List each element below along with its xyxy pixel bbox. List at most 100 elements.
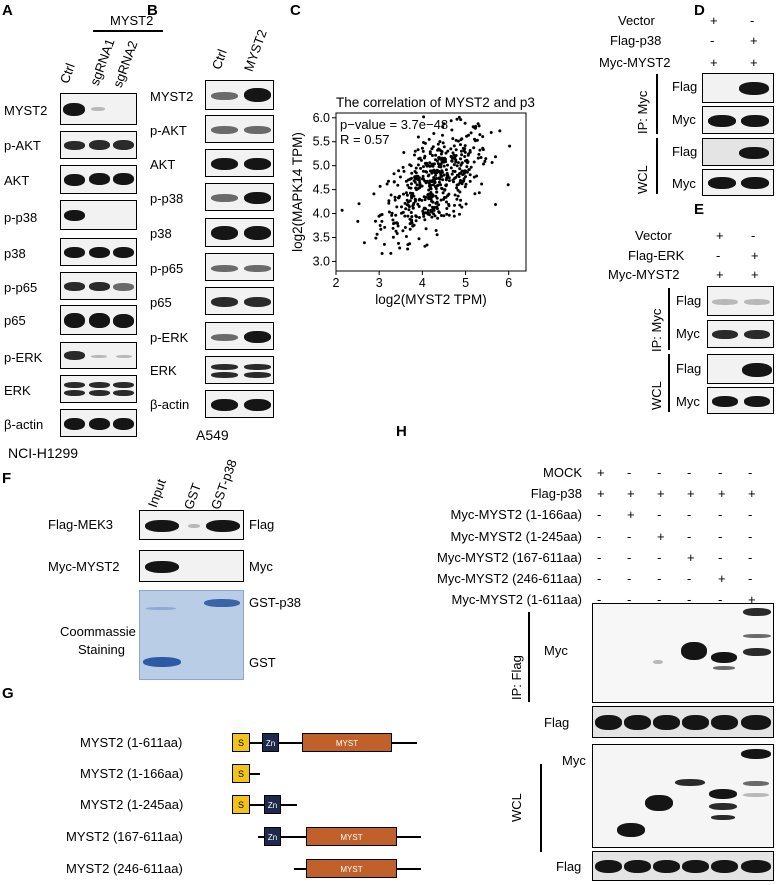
panel-a-blot-pp65 [60,272,137,300]
chart-point [480,182,484,186]
chart-point [471,125,475,129]
panel-b-blot-pp38 [205,183,274,211]
chart-point [477,152,481,156]
panel-a-blot-p65 [60,305,137,335]
chart-point [404,191,408,195]
chart-point [472,146,476,150]
panel-h-condition-sign: - [657,507,662,522]
panel-a-row-akt: AKT [4,173,30,188]
construct-label-1-166: MYST2 (1-166aa) [80,766,184,781]
chart-point [465,134,469,138]
chart-point [377,214,381,218]
panel-h-condition-sign: + [657,529,665,544]
chart-point [387,199,391,203]
panel-h-condition-sign: - [718,550,723,565]
panel-f-row-flag-mek3: Flag-MEK3 [48,517,114,532]
panel-h-condition-sign: - [597,571,602,586]
chart-point [449,166,453,170]
chart-point [433,171,437,175]
chart-point [404,235,408,238]
chart-point [467,168,471,172]
panel-h-condition-sign: - [627,550,632,565]
chart-point [387,210,391,214]
chart-point [460,161,464,165]
panel-d-row-myc-wcl: Myc [672,176,696,191]
chart-point [428,183,432,187]
panel-h-condition-sign: - [718,592,723,607]
chart-point [479,156,483,159]
panel-d-blot-flag-wcl [702,138,774,166]
panel-label-d: D [694,2,705,19]
panel-e-flagerk-lane2: + [751,248,759,263]
chart-point [408,163,412,167]
panel-d-myc-lane2: + [750,55,758,70]
chart-point [437,156,441,160]
chart-x-tick-label: 3 [376,276,383,290]
chart-point [446,174,450,178]
chart-point [435,233,439,237]
chart-point [410,215,414,219]
chart-point [447,176,451,180]
panel-h-condition-label: MOCK [543,465,582,480]
chart-point [456,139,460,143]
chart-point [498,129,502,133]
domain-myst: MYST [306,827,397,846]
panel-h-condition-sign: - [597,529,602,544]
chart-point [455,183,459,187]
chart-point [473,192,477,196]
chart-point [454,160,458,164]
chart-point [451,137,455,141]
construct-label-1-611: MYST2 (1-611aa) [80,735,183,750]
chart-annotation-r: R = 0.57 [340,132,390,147]
chart-point [460,205,464,209]
chart-point [462,149,466,153]
panel-h-condition-sign: + [597,486,605,501]
panel-f-coomassie-gel [139,590,244,680]
chart-point [440,158,444,162]
chart-point [439,214,443,217]
chart-point [482,162,485,166]
chart-point [465,165,469,169]
chart-point [445,200,448,204]
panel-h-condition-sign: - [657,592,662,607]
panel-h-condition-sign: + [748,592,756,607]
chart-point [458,203,462,207]
panel-e-wcl-bracket [668,354,670,412]
panel-a-blot-pp38 [60,200,137,230]
chart-point [475,174,479,178]
chart-point [421,169,425,173]
panel-a-blot-akt [60,165,137,194]
chart-point [416,135,420,139]
chart-point [450,172,454,176]
chart-point [387,201,391,205]
chart-point [446,163,449,167]
chart-point [469,131,473,135]
panel-h-condition-sign: - [657,550,662,565]
chart-point [356,219,360,223]
chart-point [378,224,382,227]
chart-point [432,132,436,135]
chart-point [401,229,405,233]
chart-point [400,205,403,209]
chart-point [464,182,468,186]
chart-annotation-pvalue: p−value = 3.7e−48 [340,117,448,132]
chart-point [422,165,425,169]
panel-h-condition-sign: - [748,550,753,565]
chart-point [427,173,431,177]
chart-point [490,161,494,164]
panel-b-row-pakt: p-AKT [150,123,187,138]
domain-zn: Zn [262,733,279,752]
panel-label-e: E [694,201,705,218]
chart-point [455,197,459,201]
panel-a-row-bactin: β-actin [4,417,44,432]
panel-e-ip-label: IP: Myc [649,308,664,352]
chart-point [447,192,451,196]
panel-h-condition-sign: - [687,592,692,607]
panel-h-condition-sign: - [627,571,632,586]
chart-point [435,159,439,163]
chart-point [459,118,463,122]
construct-label-1-245: MYST2 (1-245aa) [80,797,184,812]
chart-point [389,251,393,255]
chart-point [444,168,448,172]
